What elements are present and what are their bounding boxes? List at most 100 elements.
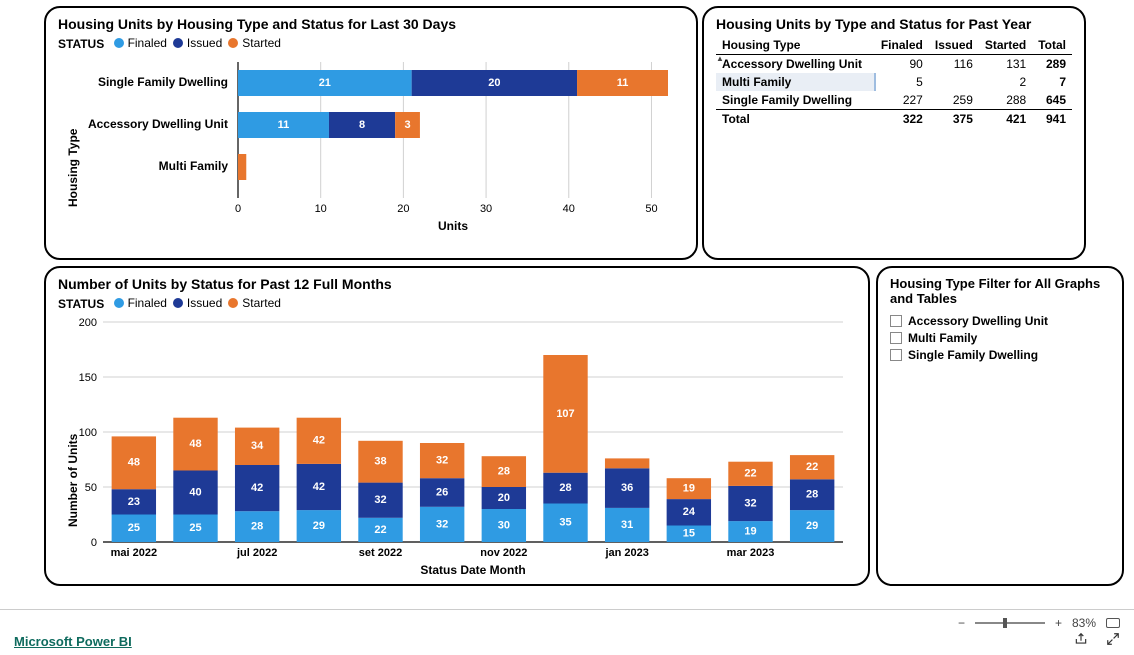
svg-text:28: 28: [806, 489, 818, 501]
svg-text:28: 28: [559, 482, 571, 494]
panel-table-pastyear: Housing Units by Type and Status for Pas…: [702, 6, 1086, 260]
svg-text:20: 20: [488, 77, 500, 89]
legend-dot-icon: [228, 298, 238, 308]
table-header[interactable]: Started: [979, 36, 1032, 55]
svg-text:23: 23: [128, 496, 140, 508]
svg-text:jul 2022: jul 2022: [236, 547, 277, 559]
table-row[interactable]: Single Family Dwelling227259288645: [716, 91, 1072, 110]
panel-units-12months: Number of Units by Status for Past 12 Fu…: [44, 266, 870, 586]
svg-text:32: 32: [744, 497, 756, 509]
checkbox-icon[interactable]: [890, 332, 902, 344]
svg-text:11: 11: [278, 119, 290, 131]
svg-text:31: 31: [621, 519, 633, 531]
svg-text:26: 26: [436, 486, 448, 498]
svg-text:Accessory Dwelling Unit: Accessory Dwelling Unit: [88, 117, 228, 131]
chart1-legend-label: STATUS: [58, 37, 104, 51]
svg-text:35: 35: [559, 517, 571, 529]
svg-text:29: 29: [313, 520, 325, 532]
svg-text:15: 15: [683, 528, 695, 540]
svg-text:150: 150: [79, 372, 97, 384]
svg-text:8: 8: [359, 119, 365, 131]
table-row[interactable]: Multi Family527: [716, 73, 1072, 91]
svg-text:0: 0: [235, 203, 241, 215]
svg-text:nov 2022: nov 2022: [480, 547, 527, 559]
legend-item[interactable]: Finaled: [114, 296, 167, 310]
expand-icon[interactable]: [1106, 632, 1120, 649]
zoom-in-button[interactable]: +: [1055, 616, 1062, 630]
panel-housing-30days: Housing Units by Housing Type and Status…: [44, 6, 698, 260]
svg-text:3: 3: [404, 119, 410, 131]
legend-item[interactable]: Finaled: [114, 36, 167, 50]
legend-dot-icon: [228, 38, 238, 48]
svg-text:21: 21: [319, 77, 331, 89]
svg-text:32: 32: [436, 455, 448, 467]
table-header[interactable]: Finaled: [875, 36, 929, 55]
svg-text:107: 107: [556, 408, 574, 420]
legend-item[interactable]: Issued: [173, 296, 222, 310]
table-total-row: Total322375421941: [716, 110, 1072, 129]
legend-item[interactable]: Started: [228, 296, 281, 310]
checkbox-icon[interactable]: [890, 315, 902, 327]
legend-item[interactable]: Issued: [173, 36, 222, 50]
svg-text:29: 29: [806, 520, 818, 532]
chart2-yaxis-title: Number of Units: [66, 434, 80, 527]
svg-text:0: 0: [91, 537, 97, 549]
svg-text:36: 36: [621, 482, 633, 494]
svg-text:19: 19: [683, 483, 695, 495]
svg-text:20: 20: [498, 492, 510, 504]
table1-title: Housing Units by Type and Status for Pas…: [716, 16, 1072, 32]
legend-dot-icon: [173, 298, 183, 308]
table-header[interactable]: Housing Type: [716, 36, 875, 55]
chart2-title: Number of Units by Status for Past 12 Fu…: [58, 276, 856, 292]
svg-text:50: 50: [85, 482, 97, 494]
svg-text:48: 48: [128, 457, 140, 469]
svg-text:30: 30: [498, 519, 510, 531]
share-icon[interactable]: [1074, 632, 1088, 649]
svg-text:Status Date Month: Status Date Month: [420, 563, 525, 577]
table-housing-summary: Housing TypeFinaledIssuedStartedTotalAcc…: [716, 36, 1072, 128]
svg-text:42: 42: [313, 435, 325, 447]
chart1-yaxis-title: Housing Type: [66, 129, 80, 207]
legend-dot-icon: [114, 298, 124, 308]
svg-text:22: 22: [744, 468, 756, 480]
svg-text:40: 40: [563, 203, 575, 215]
svg-text:200: 200: [79, 317, 97, 329]
svg-text:Units: Units: [438, 219, 468, 233]
legend-dot-icon: [173, 38, 183, 48]
chart2-legend-label: STATUS: [58, 297, 104, 311]
powerbi-link[interactable]: Microsoft Power BI: [14, 634, 132, 649]
svg-text:Single Family Dwelling: Single Family Dwelling: [98, 75, 228, 89]
zoom-slider[interactable]: [975, 622, 1045, 624]
svg-text:38: 38: [374, 456, 386, 468]
table-header[interactable]: Issued: [929, 36, 979, 55]
svg-text:25: 25: [128, 522, 140, 534]
svg-text:50: 50: [645, 203, 657, 215]
footer-bar: Microsoft Power BI − + 83%: [0, 609, 1134, 655]
svg-text:28: 28: [498, 466, 510, 478]
svg-text:42: 42: [313, 481, 325, 493]
zoom-out-button[interactable]: −: [958, 616, 965, 630]
chart1-plot: 01020304050UnitsSingle Family Dwelling21…: [58, 57, 688, 247]
filter-item[interactable]: Single Family Dwelling: [890, 348, 1110, 362]
svg-text:mai 2022: mai 2022: [111, 547, 157, 559]
svg-text:mar 2023: mar 2023: [727, 547, 775, 559]
svg-text:34: 34: [251, 440, 264, 452]
legend-item[interactable]: Started: [228, 36, 281, 50]
svg-text:24: 24: [683, 506, 696, 518]
legend-dot-icon: [114, 38, 124, 48]
svg-text:48: 48: [189, 438, 201, 450]
svg-text:Multi Family: Multi Family: [159, 159, 229, 173]
table-header[interactable]: Total: [1032, 36, 1072, 55]
panel-filter: Housing Type Filter for All Graphs and T…: [876, 266, 1124, 586]
chart1-title: Housing Units by Housing Type and Status…: [58, 16, 684, 32]
filter-item[interactable]: Accessory Dwelling Unit: [890, 314, 1110, 328]
svg-text:32: 32: [436, 518, 448, 530]
svg-text:28: 28: [251, 521, 263, 533]
checkbox-icon[interactable]: [890, 349, 902, 361]
table-row[interactable]: Accessory Dwelling Unit90116131289: [716, 55, 1072, 74]
fit-to-page-icon[interactable]: [1106, 618, 1120, 628]
svg-text:40: 40: [189, 486, 201, 498]
svg-text:20: 20: [397, 203, 409, 215]
filter-item[interactable]: Multi Family: [890, 331, 1110, 345]
svg-text:10: 10: [315, 203, 327, 215]
